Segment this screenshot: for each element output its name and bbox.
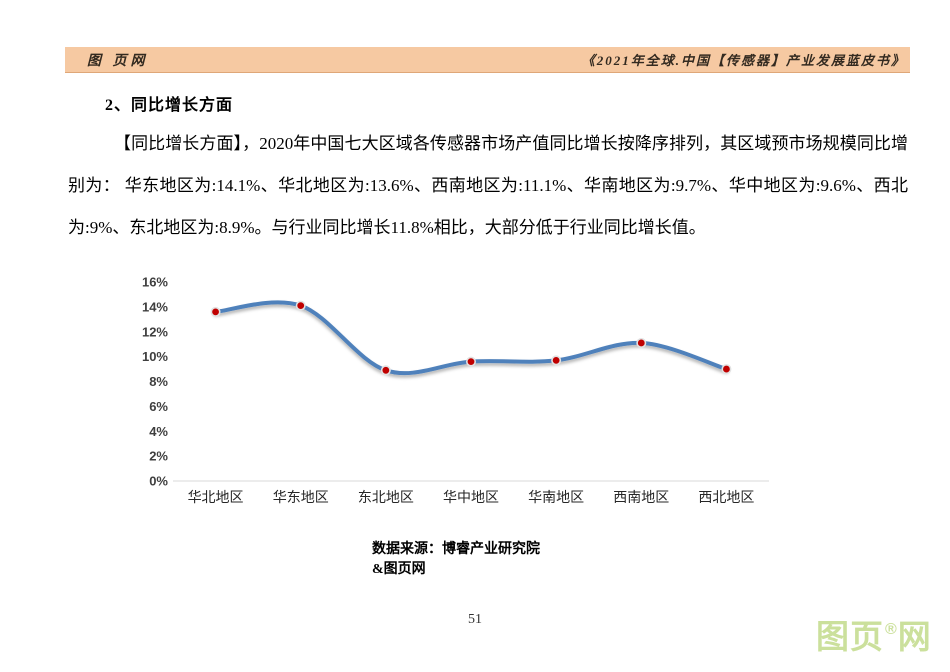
y-tick-label: 2% <box>149 449 168 464</box>
data-source-line: &图页网 <box>372 562 426 577</box>
x-category-label: 华南地区 <box>528 490 584 506</box>
paragraph-line-3: 为:9%、东北地区为:8.9%。与行业同比增长11.8%相比，大部分低于行业同比… <box>68 218 706 237</box>
chart-marker <box>380 365 391 376</box>
paragraph-line-1: 【同比增长方面】，2020年中国七大区域各传感器市场产值同比增长按降序排列，其区… <box>114 134 908 153</box>
chart-marker <box>465 356 476 367</box>
data-source-note: 数据来源：博睿产业研究院 &图页网 <box>372 540 540 580</box>
y-tick-label: 4% <box>149 424 168 439</box>
paragraph-line-2: 别为： 华东地区为:14.1%、华北地区为:13.6%、西南地区为:11.1%、… <box>68 176 908 195</box>
chart-marker <box>295 300 306 311</box>
section-heading: 2、同比增长方面 <box>105 97 234 114</box>
y-tick-label: 6% <box>149 399 168 414</box>
x-category-label: 西南地区 <box>613 490 669 506</box>
chart-marker <box>551 355 562 366</box>
x-category-label: 华北地区 <box>188 490 244 506</box>
y-tick-label: 8% <box>149 374 168 389</box>
line-chart: 0% 2% 4% 6% 8% 10% 12% 14% 16% 华北地区 华东地区 东北地区 华中地区 华南… <box>142 275 769 506</box>
chart-marker <box>721 364 732 375</box>
x-category-label: 华中地区 <box>443 490 499 506</box>
watermark-text-left: 图页 <box>816 618 884 655</box>
registered-trademark-icon: ® <box>885 621 897 638</box>
chart-marker <box>210 306 221 317</box>
x-category-label: 西北地区 <box>698 490 754 506</box>
page-header-band: 图 页网 《2021年全球.中国【传感器】产业发展蓝皮书》 <box>65 47 910 73</box>
watermark-text-right: 网 <box>897 618 932 655</box>
page-number: 51 <box>468 612 482 627</box>
header-book-title: 《2021年全球.中国【传感器】产业发展蓝皮书》 <box>581 53 906 68</box>
x-category-label: 华东地区 <box>273 490 329 506</box>
data-source-line: 数据来源：博睿产业研究院 <box>372 542 540 557</box>
header-logo-text: 图 页网 <box>87 53 149 69</box>
watermark-logo: 图页®网 <box>816 610 946 658</box>
y-tick-label: 12% <box>142 324 168 339</box>
y-tick-label: 0% <box>149 474 168 489</box>
y-tick-label: 10% <box>142 349 168 364</box>
y-tick-label: 14% <box>142 299 168 314</box>
y-tick-label: 16% <box>142 275 168 290</box>
body-paragraph: 【同比增长方面】，2020年中国七大区域各传感器市场产值同比增长按降序排列，其区… <box>68 123 908 249</box>
x-category-label: 东北地区 <box>358 490 414 506</box>
chart-marker <box>636 337 647 348</box>
